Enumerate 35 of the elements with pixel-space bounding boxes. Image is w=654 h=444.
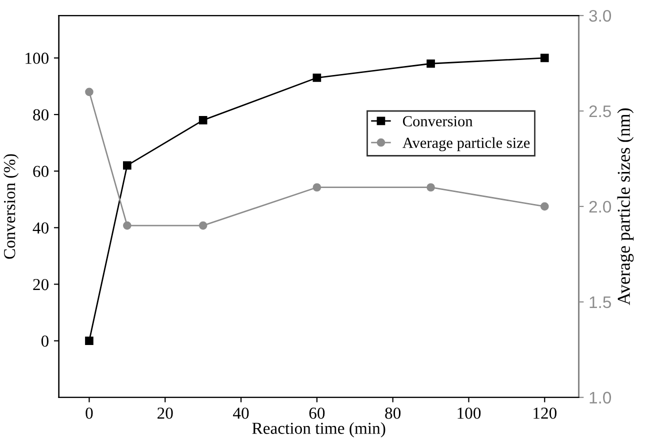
x-tick-label: 40 xyxy=(233,408,249,419)
y-axis-title: Conversion (%) xyxy=(3,154,19,259)
x-tick-label: 80 xyxy=(385,408,401,419)
point xyxy=(312,74,322,82)
y2-tick-label: 1.5 xyxy=(590,296,611,308)
point xyxy=(198,221,208,230)
point xyxy=(540,54,549,62)
y-tick-label: 80 xyxy=(33,109,48,120)
y-tick-label: 40 xyxy=(32,222,48,234)
point xyxy=(540,202,549,211)
y2-tick-label: 2.0 xyxy=(589,200,612,213)
point xyxy=(426,59,435,68)
y2-axis-title: Average particle sizes (nm) xyxy=(617,108,634,306)
y-tick-label: 100 xyxy=(26,52,48,64)
x-tick-label: 20 xyxy=(158,408,173,419)
point xyxy=(85,88,94,96)
x-tick-label: 100 xyxy=(458,408,481,419)
x-tick-label: 60 xyxy=(309,408,325,419)
point xyxy=(123,161,132,170)
x-tick-label: 120 xyxy=(534,408,556,419)
point xyxy=(198,116,208,124)
legend-label: Average particle size xyxy=(402,137,530,152)
y-tick-label: 20 xyxy=(33,278,48,290)
y2-tick-label: 2.5 xyxy=(589,105,611,118)
point xyxy=(85,336,94,345)
point xyxy=(426,183,435,192)
y-tick-label: 60 xyxy=(33,166,48,178)
x-tick-label: 0 xyxy=(86,408,93,419)
legend-label: Conversion xyxy=(402,116,473,126)
y-tick-label: 0 xyxy=(41,336,48,347)
point xyxy=(312,183,322,192)
y2-tick-label: 1.0 xyxy=(590,392,612,404)
x-axis-title: Reaction time (min) xyxy=(252,422,386,438)
point xyxy=(123,221,132,230)
y2-tick-label: 3.0 xyxy=(589,10,612,22)
